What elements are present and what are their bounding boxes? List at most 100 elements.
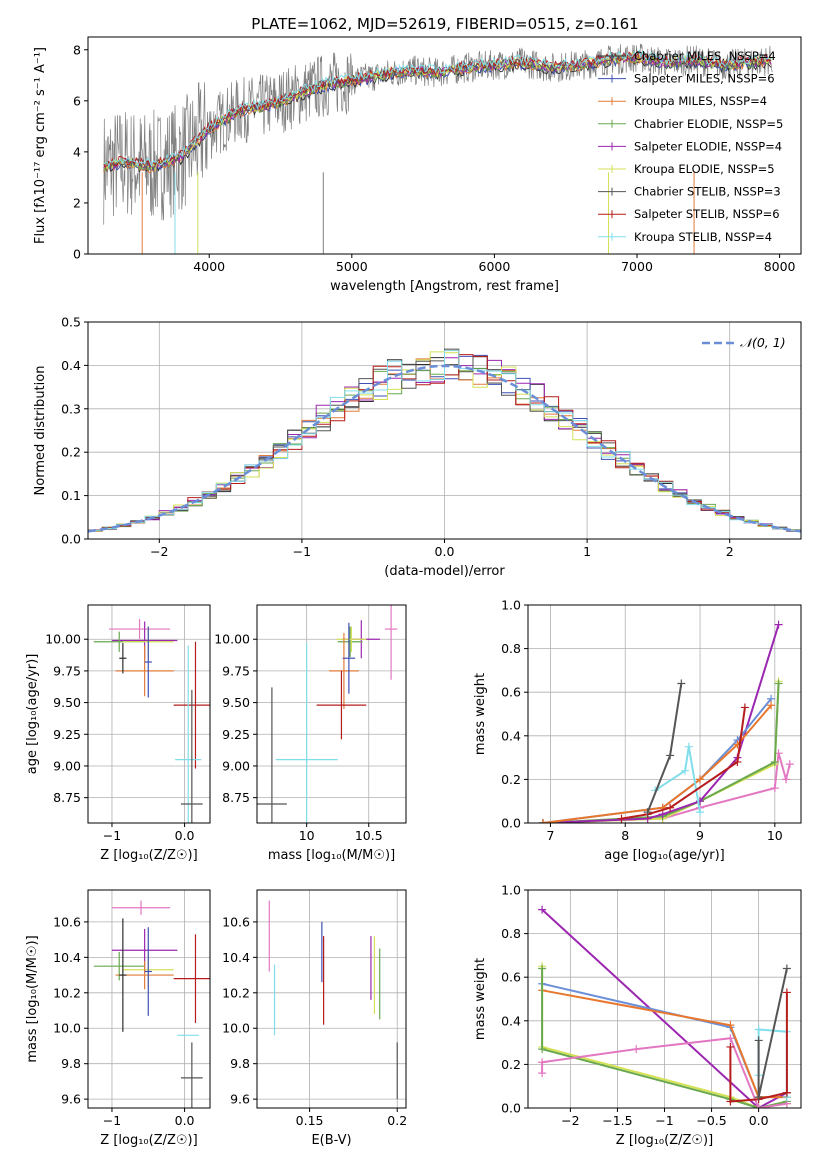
y-axis-label: Flux [fλ10⁻¹⁷ erg cm⁻² s⁻¹ A⁻¹] (33, 47, 48, 244)
weight-point-marker (632, 1045, 641, 1054)
y-axis-label: mass weight (473, 673, 488, 755)
panel-age_weight: 7 8 9 10 0.0 0.2 0.4 0.6 0.8 1.0 age [log₁₀(age/yr… (473, 598, 802, 863)
weight-point-marker (726, 1034, 735, 1043)
weight-series-line (757, 1028, 788, 1098)
y-tick-label: 9.50 (53, 695, 81, 710)
x-tick-label: 7 (546, 828, 554, 843)
axes-frame (527, 604, 802, 824)
x-tick-label: −1 (103, 1113, 121, 1128)
x-tick-label: 5000 (336, 259, 368, 274)
axes-frame (256, 889, 407, 1109)
plot-area-z_mass (93, 900, 210, 1108)
y-tick-label: 0.4 (501, 728, 521, 743)
weight-point-marker (538, 1058, 547, 1067)
y-tick-label: 0.2 (501, 1057, 521, 1072)
y-tick-label: 10.0 (53, 1021, 81, 1036)
y-tick-label: 0.6 (501, 685, 521, 700)
weight-point-marker (726, 1097, 735, 1106)
x-axis-label: mass [log₁₀(M/M☉)] (268, 848, 395, 863)
weight-point-marker (782, 964, 791, 973)
weight-series-line (542, 681, 780, 823)
weight-point-marker (770, 784, 779, 793)
axes-frame (256, 604, 407, 824)
y-tick-label: 9.75 (222, 663, 250, 678)
figure-title: PLATE=1062, MJD=52619, FIBERID=0515, z=0… (251, 15, 638, 33)
weight-point-marker (538, 905, 547, 914)
y-tick-label: 10.4 (222, 950, 250, 965)
y-tick-label: 0.0 (501, 1101, 521, 1116)
x-tick-label: 1 (583, 544, 591, 559)
y-tick-label: 10.6 (53, 914, 81, 929)
y-tick-label: 0.0 (61, 532, 81, 547)
x-tick-label: −2 (150, 544, 168, 559)
x-axis-label: Z [log₁₀(Z/Z☉)] (100, 848, 197, 863)
panel-z_mass: −1 0.0 9.6 9.8 10.0 10.2 10.4 10.6 Z [log₁₀(Z/Z☉… (25, 889, 211, 1148)
y-tick-label: 6 (73, 93, 81, 108)
weight-point-marker (782, 988, 791, 997)
x-axis-label: wavelength [Angstrom, rest frame] (330, 279, 559, 294)
legend-label: Kroupa STELIB, NSSP=4 (634, 230, 772, 244)
x-tick-label: 4000 (193, 259, 225, 274)
y-tick-label: 4 (73, 144, 81, 159)
weight-series-line (621, 707, 746, 820)
y-tick-label: 0.2 (61, 445, 81, 460)
x-axis-label: (data-model)/error (384, 564, 505, 579)
y-tick-label: 9.8 (61, 1056, 81, 1071)
y-tick-label: 8.75 (222, 790, 250, 805)
weight-series-line (646, 683, 683, 813)
weight-point-marker (782, 775, 791, 784)
plot-area-z_age (93, 618, 210, 823)
weight-series-line (654, 746, 701, 813)
panel-residuals: −2 −1 0.0 1 2 0.0 0.1 0.2 0.3 0.4 0.5 (data-model)/… (33, 315, 802, 579)
weight-series-line (757, 968, 788, 1098)
model-spectrum-line (103, 49, 772, 168)
x-tick-label: 0.0 (435, 544, 455, 559)
y-tick-label: 9.25 (53, 727, 81, 742)
y-tick-label: 9.50 (222, 695, 250, 710)
legend-label: Salpeter MILES, NSSP=6 (634, 72, 775, 86)
y-tick-label: 0.4 (501, 1013, 521, 1028)
plot-area-spectrum (103, 43, 773, 254)
y-axis-label: mass [log₁₀(M/M☉)] (25, 935, 40, 1062)
legend-label: Chabrier STELIB, NSSP=3 (634, 185, 781, 199)
weight-point-marker (666, 751, 675, 760)
legend-label: Chabrier ELODIE, NSSP=5 (634, 117, 783, 131)
x-tick-label: 8 (621, 828, 629, 843)
y-tick-label: 0.8 (501, 641, 521, 656)
x-tick-label: 0.2 (387, 1113, 407, 1128)
weight-point-marker (681, 766, 690, 775)
y-tick-label: 10.00 (214, 632, 250, 647)
weight-point-marker (538, 964, 547, 973)
legend-label: 𝒩(0, 1) (740, 335, 786, 350)
x-tick-label: 9 (696, 828, 704, 843)
weight-point-marker (754, 1093, 763, 1102)
x-tick-label: −0.5 (696, 1113, 726, 1128)
y-tick-label: 8.75 (53, 790, 81, 805)
y-tick-label: 9.6 (61, 1092, 81, 1107)
plot-area-residuals (88, 348, 801, 533)
y-tick-label: 0 (73, 247, 81, 262)
y-tick-label: 9.00 (222, 758, 250, 773)
legend-label: Kroupa MILES, NSSP=4 (634, 94, 767, 108)
y-tick-label: 8 (73, 42, 81, 57)
y-tick-label: 0.3 (61, 401, 81, 416)
weight-point-marker (617, 814, 626, 823)
weight-point-marker (696, 808, 705, 817)
weight-point-marker (726, 1021, 735, 1030)
x-tick-label: 6000 (479, 259, 511, 274)
weight-point-marker (754, 1036, 763, 1045)
x-axis-label: E(B-V) (311, 1133, 351, 1148)
y-tick-label: 10.00 (45, 632, 81, 647)
plot-area-z_weight (538, 905, 791, 1108)
x-axis-label: age [log₁₀(age/yr)] (604, 848, 725, 863)
y-tick-label: 2 (73, 195, 81, 210)
y-tick-label: 9.00 (53, 758, 81, 773)
y-tick-label: 0.8 (501, 926, 521, 941)
weight-point-marker (733, 757, 742, 766)
weight-point-marker (538, 1069, 547, 1078)
y-tick-label: 9.75 (53, 663, 81, 678)
y-tick-label: 10.2 (222, 985, 250, 1000)
plot-area-age_weight (538, 620, 794, 823)
normal-curve (88, 364, 801, 533)
